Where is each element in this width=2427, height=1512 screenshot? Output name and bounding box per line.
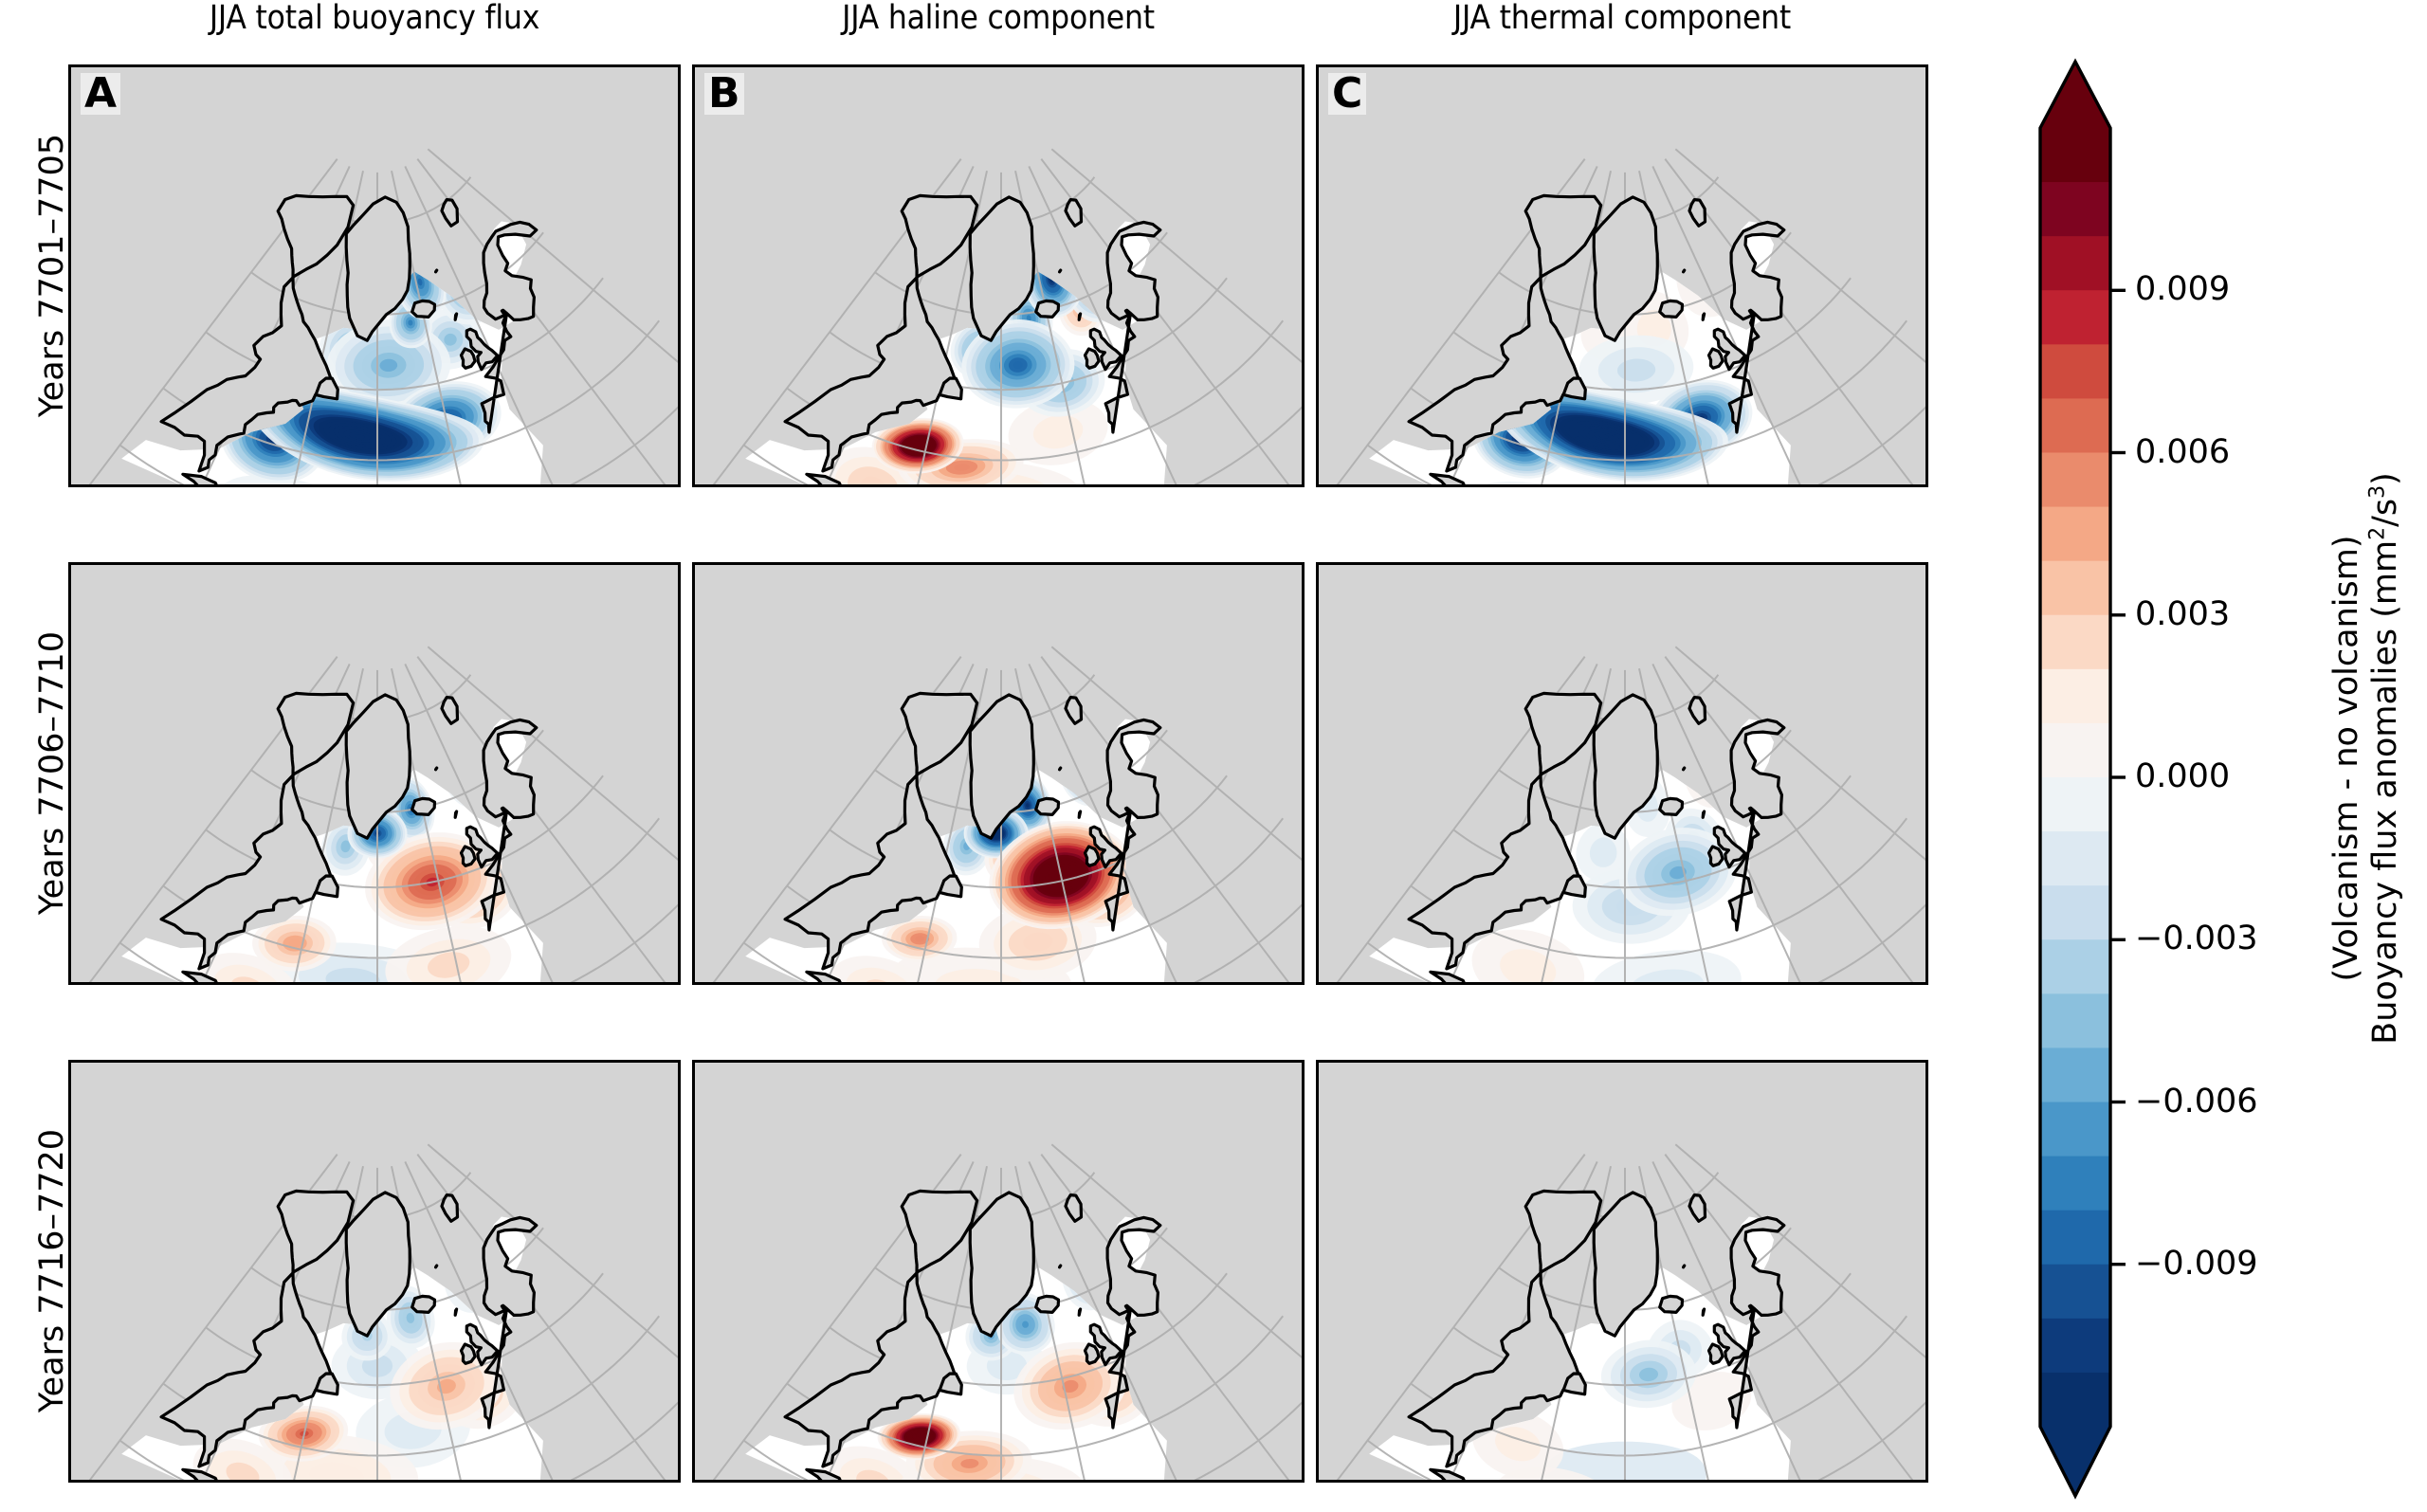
colorbar-tick-6: −0.009 — [2135, 1244, 2258, 1283]
row-label-7701-7705: Years 7701–7705 — [33, 133, 71, 418]
map-panel-haline-p3 — [692, 1060, 1305, 1483]
map-panel-thermal-p1: C — [1316, 64, 1928, 487]
colorbar-tick-2: 0.003 — [2135, 594, 2231, 633]
colorbar-tick-0: 0.009 — [2135, 270, 2231, 309]
map-panel-thermal-p3 — [1316, 1060, 1928, 1483]
map-panel-haline-p1: B — [692, 64, 1305, 487]
panel-tag-c: C — [1328, 73, 1367, 115]
row-label-7706-7710: Years 7706–7710 — [33, 630, 71, 916]
panel-tag-b: B — [704, 73, 744, 115]
map-panel-total-p3 — [68, 1060, 681, 1483]
map-panel-thermal-p2 — [1316, 562, 1928, 985]
map-panel-total-p2 — [68, 562, 681, 985]
colorbar-tick-3: 0.000 — [2135, 757, 2231, 795]
column-title-haline: JJA haline component — [842, 0, 1155, 37]
map-panel-haline-p2 — [692, 562, 1305, 985]
panel-tag-a: A — [81, 73, 121, 115]
colorbar-label-line1: (Volcanism - no volcanism) — [2327, 535, 2365, 982]
colorbar-tick-1: 0.006 — [2135, 432, 2231, 471]
row-label-7716-7720: Years 7716–7720 — [33, 1128, 71, 1413]
colorbar-axis-label: (Volcanism - no volcanism) Buoyancy flux… — [2327, 38, 2405, 1479]
column-title-thermal: JJA thermal component — [1452, 0, 1792, 37]
map-panel-total-p1: A — [68, 64, 681, 487]
colorbar-tick-5: −0.006 — [2135, 1082, 2258, 1120]
colorbar-label-line2: Buoyancy flux anomalies (mm2/s3) — [2365, 472, 2404, 1045]
column-title-total: JJA total buoyancy flux — [209, 0, 540, 37]
colorbar — [2029, 47, 2133, 1507]
colorbar-tick-4: −0.003 — [2135, 920, 2258, 958]
